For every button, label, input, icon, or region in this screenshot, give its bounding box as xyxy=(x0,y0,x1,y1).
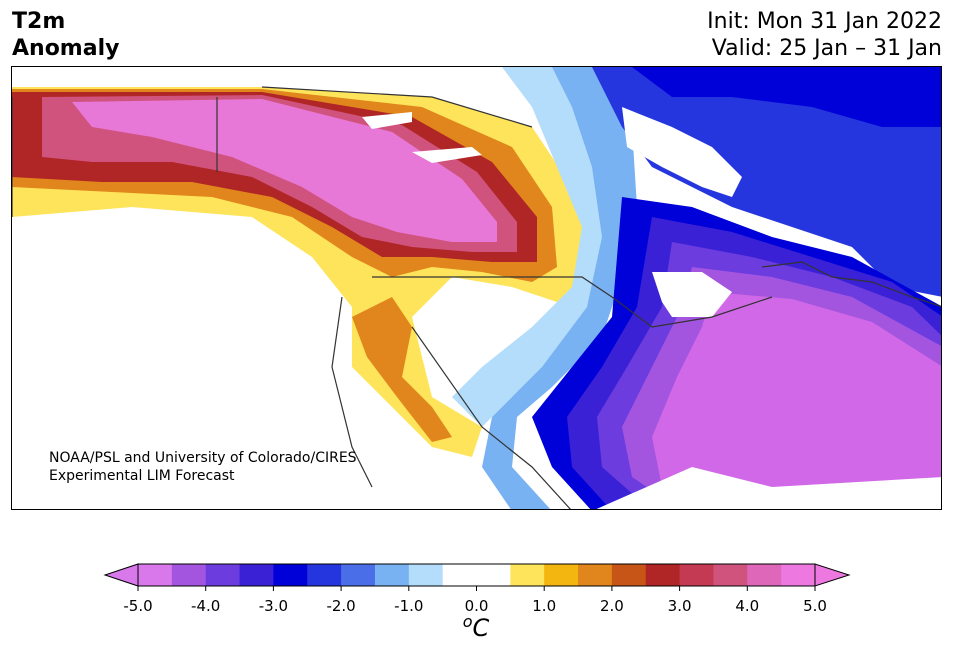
colorbar-swatch xyxy=(171,564,207,586)
western-warm-anomaly xyxy=(12,87,592,457)
title-line-2: Anomaly xyxy=(12,36,120,61)
colorbar-under-arrow xyxy=(103,563,139,587)
colorbar-unit: oC xyxy=(463,612,490,642)
colorbar-tick-label: 2.0 xyxy=(599,597,624,615)
colorbar-swatch xyxy=(645,564,681,586)
colorbar-swatch xyxy=(239,564,274,586)
colorbar-swatch xyxy=(374,564,410,586)
colorbar-tick-label: -5.0 xyxy=(123,597,153,615)
colorbar-tick-label: 5.0 xyxy=(803,597,827,615)
colorbar-tick-label: 0.0 xyxy=(464,597,489,615)
unit-superscript: o xyxy=(462,612,473,631)
colorbar-over-arrow xyxy=(814,563,851,587)
colorbar-tick-label: 3.0 xyxy=(667,597,692,615)
unit-base: C xyxy=(472,614,490,642)
colorbar-swatch xyxy=(341,564,376,586)
colorbar-swatch xyxy=(781,564,816,586)
colorbar-tick-label: -2.0 xyxy=(326,597,356,615)
colorbar-swatch xyxy=(611,564,647,586)
colorbar-tick-label: -1.0 xyxy=(394,597,424,615)
colorbar-swatches xyxy=(103,563,851,587)
map-panel xyxy=(11,66,942,510)
colorbar-swatch xyxy=(747,564,782,586)
colorbar-tick-label: -3.0 xyxy=(258,597,289,615)
colorbar-swatch xyxy=(476,564,511,586)
colorbar-tick-label: -4.0 xyxy=(191,597,221,615)
credit-line-1: NOAA/PSL and University of Colorado/CIRE… xyxy=(49,450,357,466)
colorbar-tick-label: 1.0 xyxy=(532,597,557,615)
colorbar-swatch xyxy=(713,564,748,586)
colorbar-swatch xyxy=(205,564,241,586)
colorbar-swatch xyxy=(544,564,579,586)
colorbar-swatch xyxy=(408,564,444,586)
init-date: Init: Mon 31 Jan 2022 xyxy=(707,9,942,34)
colorbar-tick-label: 4.0 xyxy=(735,597,760,615)
colorbar-swatch xyxy=(578,564,613,586)
title-line-1: T2m xyxy=(12,9,66,34)
colorbar-swatch xyxy=(442,564,477,586)
map-title: T2m Anomaly xyxy=(12,8,119,62)
anomaly-map xyxy=(12,67,941,509)
colorbar-swatch xyxy=(307,564,342,586)
colorbar-swatch xyxy=(510,564,545,586)
country-borders xyxy=(12,86,941,509)
ocean-and-lakes xyxy=(12,107,941,509)
colorbar-ticks xyxy=(137,586,816,591)
forecast-dates: Init: Mon 31 Jan 2022 Valid: 25 Jan – 31… xyxy=(707,8,942,62)
credit-line-2: Experimental LIM Forecast xyxy=(49,468,235,484)
colorbar-swatch xyxy=(138,564,173,586)
central-cool-band xyxy=(452,67,637,509)
colorbar-swatch xyxy=(273,564,308,586)
credit-text: NOAA/PSL and University of Colorado/CIRE… xyxy=(49,449,357,485)
colorbar-swatch xyxy=(679,564,714,586)
valid-range: Valid: 25 Jan – 31 Jan xyxy=(711,36,942,61)
